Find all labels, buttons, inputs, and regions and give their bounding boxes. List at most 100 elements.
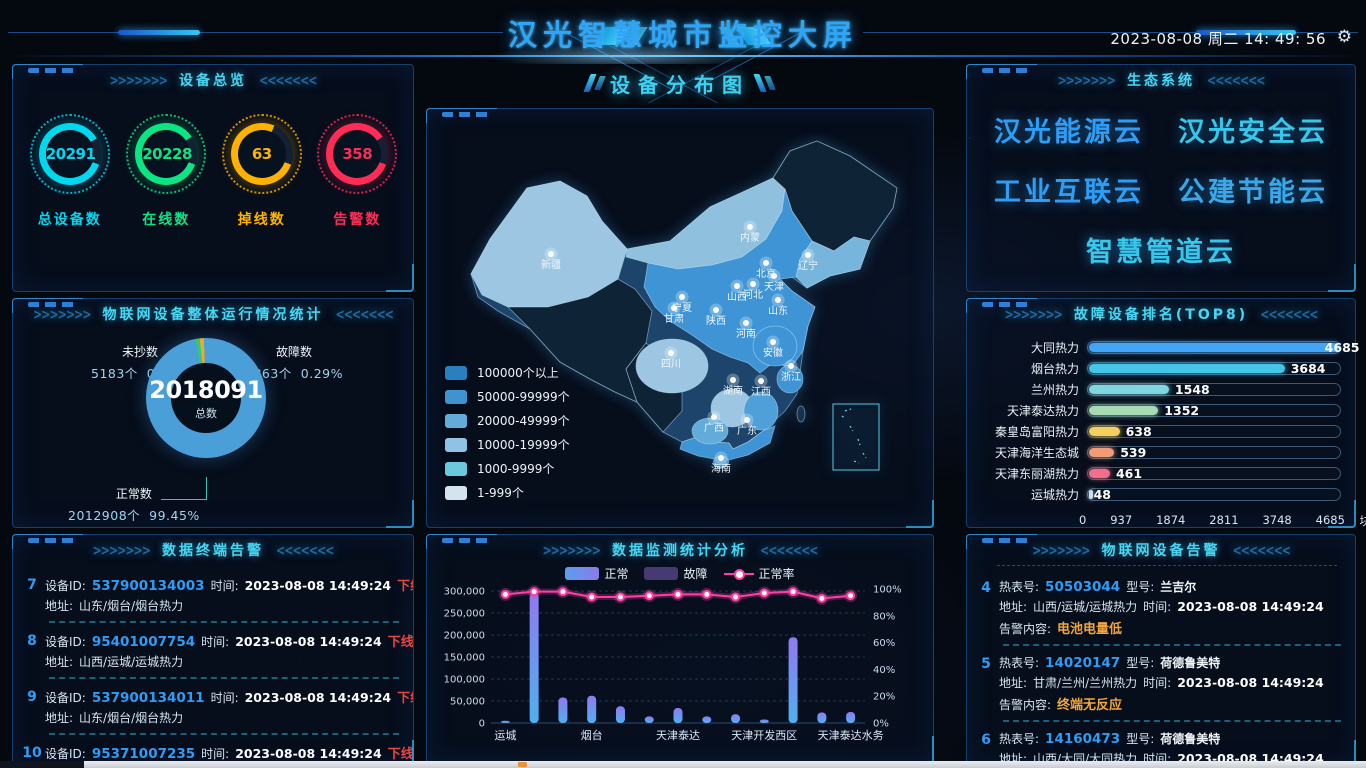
row-line-2: 地址: 山东/烟台/烟台热力 xyxy=(45,709,405,726)
taskbar-edge[interactable] xyxy=(84,761,1366,768)
y-axis-left-tick: 300,000 xyxy=(444,587,485,598)
title-arrows-left-icon xyxy=(92,542,150,558)
bar-normal xyxy=(702,716,712,723)
x-axis-label: 运城 xyxy=(494,729,516,742)
rank-track-bg xyxy=(1087,488,1341,501)
marker-dot-icon xyxy=(730,377,736,383)
map-marker-宁夏[interactable]: 宁夏 xyxy=(672,290,692,315)
map-marker-海南[interactable]: 海南 xyxy=(711,451,731,476)
rank-track: 539 xyxy=(1087,445,1341,460)
y-axis-left-tick: 200,000 xyxy=(444,631,485,642)
ecosystem-link-汉光安全云[interactable]: 汉光安全云 xyxy=(1178,116,1328,148)
iot-alerts-title-row: 物联网设备告警 xyxy=(967,535,1355,565)
map-marker-安徽[interactable]: 安徽 xyxy=(763,335,783,360)
monitor-chart-title-row: 数据监测统计分析 xyxy=(427,535,933,565)
fault-ranking-axis: 0 937 1874 2811 3748 4685 块 xyxy=(1079,513,1366,528)
marker-dot-icon xyxy=(548,251,554,257)
map-marker-陕西[interactable]: 陕西 xyxy=(706,303,726,328)
time-label: 时间: xyxy=(1143,600,1172,614)
y-axis-left-tick: 50,000 xyxy=(450,697,485,708)
ecosystem-link-公建节能云[interactable]: 公建节能云 xyxy=(1178,176,1328,208)
time-label: 时间: xyxy=(1143,676,1172,690)
axis-tick: 937 xyxy=(1110,513,1133,527)
rank-track: 4685 xyxy=(1087,340,1359,355)
address-value: 山东/烟台/烟台热力 xyxy=(79,599,184,613)
device-gauge: 20228 在线数 xyxy=(126,114,207,229)
ecosystem-link-汉光能源云[interactable]: 汉光能源云 xyxy=(994,116,1144,148)
rank-value: 3684 xyxy=(1290,361,1326,376)
map-marker-四川[interactable]: 四川 xyxy=(661,346,681,371)
bar-normal xyxy=(731,714,741,723)
row-lines: 热表号: 50503044 型号: 兰吉尔 地址: 山西/运城/运城热力 时间: 2023-0… xyxy=(999,575,1347,637)
rank-track: 3684 xyxy=(1087,361,1341,376)
marker-dot-icon xyxy=(734,283,740,289)
map-marker-内蒙[interactable]: 内蒙 xyxy=(740,220,760,245)
map-legend-item: 50000-99999个 xyxy=(445,388,570,405)
map-marker-河北[interactable]: 河北 xyxy=(743,277,763,302)
row-index: 9 xyxy=(27,689,37,705)
bar-normal xyxy=(788,637,798,723)
region-taiwan xyxy=(796,405,806,423)
bar-normal xyxy=(529,593,539,723)
y-axis-right-tick: 20% xyxy=(873,692,895,703)
map-legend-item: 100000个以上 xyxy=(445,364,570,381)
marker-dot-icon xyxy=(713,307,719,313)
rank-track: 1548 xyxy=(1087,382,1341,397)
iot-alerts-list[interactable]: 4 热表号: 50503044 型号: 兰吉尔 地址: 山西/运城/运城热力 时间: 2023-… xyxy=(967,568,1355,762)
gauge-label: 在线数 xyxy=(142,212,191,228)
map-marker-广西[interactable]: 广西 xyxy=(704,410,724,435)
map-marker-北京[interactable]: 北京 xyxy=(756,256,776,281)
rate-dot xyxy=(529,587,539,597)
marker-dot-icon xyxy=(747,224,753,230)
legend-key-icon xyxy=(565,567,600,580)
iot-running-title: 物联网设备整体运行情况统计 xyxy=(102,307,324,323)
map-marker-河南[interactable]: 河南 xyxy=(736,316,756,341)
marker-label: 河北 xyxy=(743,289,763,301)
map-marker-新疆[interactable]: 新疆 xyxy=(541,247,561,272)
marker-label: 海南 xyxy=(711,462,731,475)
row-line-2: 地址: 山西/运城/运城热力 xyxy=(45,653,405,670)
map-marker-甘肃[interactable]: 甘肃 xyxy=(664,301,684,326)
row-index: 8 xyxy=(27,633,37,649)
time-value: 2023-08-08 14:49:24 xyxy=(244,690,392,705)
iot-alert-row: 6 热表号: 14160473 型号: 荷德鲁美特 地址: 山西/大同/大同热力 时间: 202… xyxy=(973,722,1347,762)
map-marker-湖南[interactable]: 湖南 xyxy=(723,373,743,398)
alert-content-value: 终端无反应 xyxy=(1057,698,1123,713)
marker-label: 北京 xyxy=(756,267,776,280)
rank-track-bg xyxy=(1087,446,1341,459)
settings-gear-icon[interactable]: ⚙ xyxy=(1336,27,1352,47)
terminal-alerts-list[interactable]: 7 设备ID: 537900134003 时间: 2023-08-08 14:49:24… xyxy=(13,565,413,765)
rank-label: 秦皇岛富阳热力 xyxy=(994,425,1079,439)
address-label: 地址: xyxy=(45,599,74,613)
gauge-value: 20228 xyxy=(142,145,192,163)
fault-rank-row: 运城热力 48 xyxy=(977,484,1341,505)
address-label: 地址: xyxy=(999,600,1028,614)
chart-legend-item-正常[interactable]: 正常 xyxy=(565,565,628,582)
bar-normal xyxy=(817,712,827,723)
rate-dot xyxy=(759,588,769,598)
ecosystem-link-智慧管道云[interactable]: 智慧管道云 xyxy=(1086,236,1236,268)
bar-normal xyxy=(759,719,769,723)
axis-unit: 块 xyxy=(1359,514,1366,528)
map-marker-辽宁[interactable]: 辽宁 xyxy=(798,248,818,273)
terminal-alerts-title-row: 数据终端告警 xyxy=(13,535,413,565)
map-marker-广东[interactable]: 广东 xyxy=(737,413,757,438)
map-marker-山西[interactable]: 山西 xyxy=(727,279,747,304)
map-marker-江西[interactable]: 江西 xyxy=(751,374,771,399)
fault-ranking-title: 故障设备排名(TOP8) xyxy=(1073,307,1249,323)
legend-text: 正常 xyxy=(604,567,629,581)
map-marker-天津[interactable]: 天津 xyxy=(764,269,784,294)
map-marker-浙江[interactable]: 浙江 xyxy=(781,359,801,384)
chart-legend-item-故障[interactable]: 故障 xyxy=(644,565,708,582)
map-legend-item: 1-999个 xyxy=(445,484,570,501)
ecosystem-link-工业互联云[interactable]: 工业互联云 xyxy=(994,176,1144,208)
chart-legend-item-正常率[interactable]: 正常率 xyxy=(723,565,795,582)
legend-label: 10000-19999个 xyxy=(477,438,570,452)
map-marker-山东[interactable]: 山东 xyxy=(768,293,788,318)
legend-key-icon xyxy=(723,569,754,580)
marker-label: 安徽 xyxy=(763,346,783,359)
device-id-value: 537900134003 xyxy=(91,578,205,594)
slash-decor-icon xyxy=(764,76,776,90)
row-index: 7 xyxy=(27,577,37,593)
